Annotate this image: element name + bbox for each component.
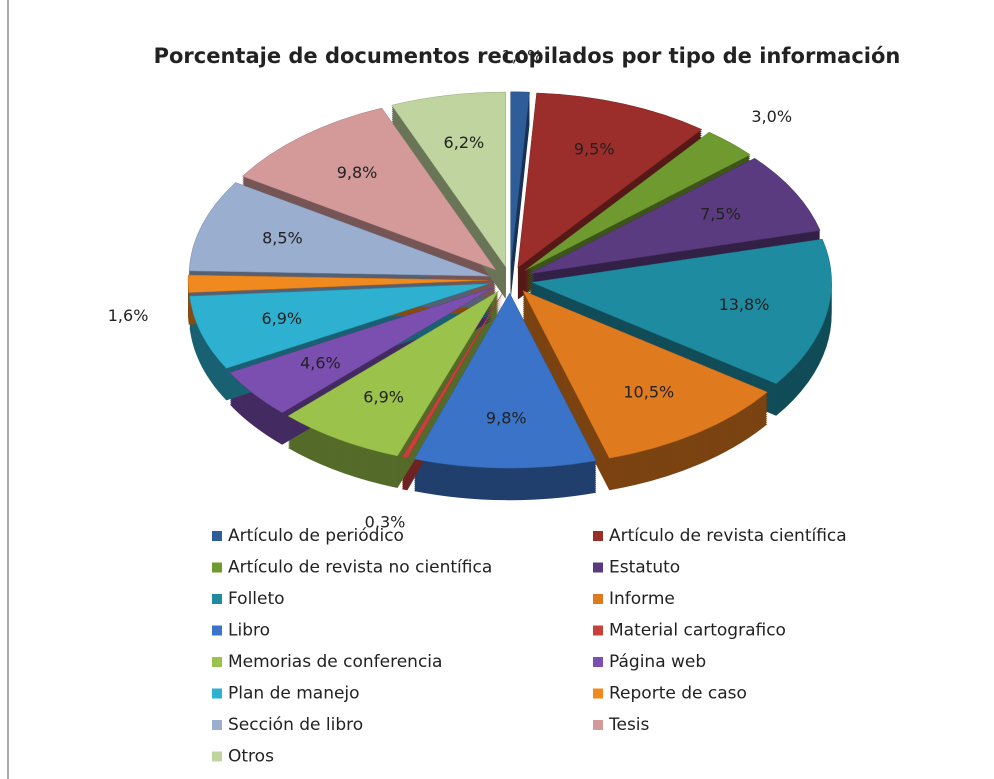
legend-label: Memorias de conferencia [228,652,442,672]
data-label: 4,6% [300,354,341,373]
legend-label: Página web [609,652,706,672]
slice [241,107,497,271]
data-label: 0,3% [365,512,406,531]
data-label: 7,5% [700,204,741,223]
slice [189,283,489,369]
legend-label: Artículo de periódico [228,526,404,546]
slice [529,157,821,275]
data-label: 10,5% [623,383,674,402]
legend-swatch [212,594,222,604]
slice [287,290,499,457]
data-label: 9,8% [486,409,527,428]
slice [522,290,768,459]
legend-swatch [593,657,603,667]
slice [524,131,751,271]
legend-label: Folleto [228,589,285,609]
legend-swatch [593,688,603,699]
legend-swatch [593,562,603,573]
legend: Artículo de periódico Artículo de revista… [212,526,847,767]
legend-swatch [212,531,222,541]
slice [530,238,832,385]
legend-label: Informe [609,589,675,609]
data-label: 6,9% [363,387,404,406]
data-labels: 1,0% 9,5% 3,0% 7,5% 13,8% 10,5% 9,8% 0,3% 6,9% 4,… [108,46,792,531]
legend-label: Sección de libro [228,715,363,735]
legend-label: Material cartografico [609,621,786,641]
legend-label: Artículo de revista científica [609,526,847,546]
slice-tops [187,91,832,469]
legend-swatch [593,720,603,730]
data-label: 3,0% [751,107,792,126]
data-label: 6,9% [261,309,302,328]
legend-label: Estatuto [609,558,680,578]
legend-swatch [212,562,222,573]
slice [401,292,504,459]
data-label: 1,6% [108,306,149,325]
data-label: 13,8% [719,295,770,314]
legend-label: Tesis [608,715,650,735]
legend-swatch [593,625,603,636]
slice [510,91,530,267]
slice [391,91,506,268]
legend-swatch [212,625,222,636]
legend-label: Libro [228,621,270,641]
data-label: 9,5% [574,139,615,158]
legend-label: Artículo de revista no científica [228,558,492,578]
slice [187,274,489,293]
legend-swatch [212,688,222,699]
slice [413,292,597,469]
chart-title: Porcentaje de documentos recopilados por… [154,44,901,68]
legend-swatch [212,720,222,730]
legend-label: Reporte de caso [609,684,747,704]
legend-label: Plan de manejo [228,684,360,704]
legend-swatch [212,657,222,667]
slice [188,182,490,277]
legend-swatch [212,751,222,762]
data-label: 8,5% [262,229,303,248]
slice [517,92,703,269]
legend-swatch [593,531,603,541]
legend-swatch [593,594,603,604]
legend-label: Otros [228,747,274,767]
data-label: 1,0% [502,46,543,65]
slice [229,287,493,414]
data-label: 9,8% [337,163,378,182]
data-label: 6,2% [444,133,485,152]
